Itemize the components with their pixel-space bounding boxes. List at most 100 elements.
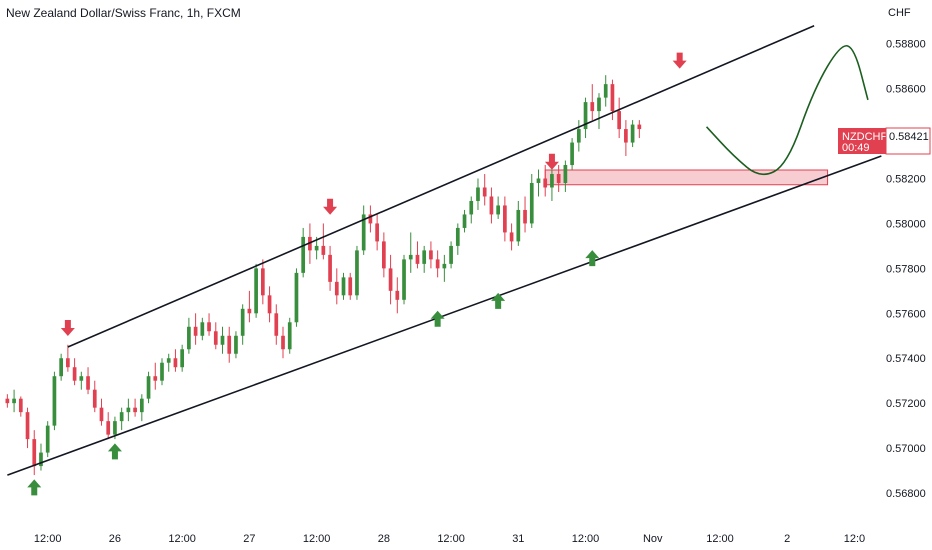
candle-body — [86, 376, 90, 390]
candle-body — [482, 187, 487, 197]
candle-body — [52, 376, 57, 426]
down-arrow-icon — [672, 52, 687, 69]
x-tick-label: 12:00 — [437, 533, 465, 545]
y-tick-label: 0.57000 — [886, 443, 926, 455]
candle-body — [133, 407, 137, 413]
candle-body — [637, 124, 642, 130]
candle-body — [99, 407, 104, 422]
y-tick-label: 0.58200 — [886, 174, 926, 186]
candle-body — [153, 376, 158, 381]
candle-body — [254, 268, 258, 314]
x-tick-label: 2 — [784, 533, 790, 545]
candle-body — [361, 214, 366, 251]
candle-body — [92, 389, 97, 408]
candle-body — [72, 367, 77, 381]
candle-body — [509, 232, 514, 242]
candle-body — [106, 421, 111, 435]
candle-body — [570, 142, 574, 166]
x-tick-label: 12:00 — [168, 533, 196, 545]
candle-body — [476, 187, 480, 201]
candle-body — [503, 205, 507, 233]
candle-body — [281, 335, 285, 350]
candle-body — [247, 308, 252, 314]
x-tick-label: 12:00 — [303, 533, 331, 545]
candle-body — [234, 335, 238, 354]
x-tick-label: 28 — [378, 533, 390, 545]
price-badge: NZDCHF 0.58421 00:49 — [838, 127, 931, 155]
candle-body — [328, 254, 332, 282]
x-tick-label: 31 — [512, 533, 524, 545]
candle-body — [529, 182, 534, 224]
projection-path — [705, 44, 869, 176]
candle-body — [395, 290, 400, 300]
candle-body — [489, 196, 494, 215]
y-tick-label: 0.57400 — [886, 353, 926, 365]
candle-body — [408, 254, 413, 260]
candle-body — [462, 214, 467, 228]
candle-body — [523, 209, 527, 224]
y-tick-label: 0.58600 — [886, 84, 926, 96]
y-tick-label: 0.57200 — [886, 398, 926, 410]
y-tick-label: 0.57600 — [886, 308, 926, 320]
candle-body — [422, 250, 427, 264]
candle-body — [550, 174, 554, 188]
y-tick-label: 0.58800 — [886, 39, 926, 51]
candle-body — [334, 281, 339, 296]
countdown-label: 00:49 — [842, 142, 870, 154]
candle-body — [294, 272, 299, 323]
x-tick-label: 12:00 — [706, 533, 734, 545]
candle-body — [66, 358, 70, 368]
candle-body — [160, 362, 164, 381]
down-arrow-icon — [60, 320, 75, 337]
candle-body — [435, 259, 440, 269]
candle-body — [429, 250, 433, 260]
chart-title: New Zealand Dollar/Swiss Franc, 1h, FXCM — [6, 6, 241, 20]
candle-body — [173, 358, 178, 368]
candle-body — [113, 421, 117, 435]
candle-body — [220, 335, 225, 345]
down-arrow-icon — [323, 198, 338, 215]
channel-upper-line — [67, 24, 815, 348]
candle-body — [355, 250, 359, 296]
candle-body — [267, 295, 272, 314]
candle-body — [207, 322, 211, 332]
candle-body — [597, 97, 601, 112]
x-tick-label: Nov — [643, 533, 663, 545]
candle-body — [119, 412, 124, 422]
candle-body — [563, 165, 568, 183]
candle-body — [617, 111, 622, 130]
candle-body — [59, 358, 63, 377]
candle-body — [180, 349, 185, 368]
candle-body — [12, 398, 16, 404]
candle-body — [630, 124, 635, 143]
candle-body — [536, 178, 541, 183]
y-tick-label: 0.58000 — [886, 218, 926, 230]
candle-body — [200, 322, 205, 336]
candle-body — [287, 322, 292, 350]
down-arrow-icon — [544, 153, 559, 170]
candle-body — [187, 326, 191, 350]
candle-body — [610, 84, 615, 112]
candle-body — [301, 236, 306, 273]
x-tick-label: 12:00 — [572, 533, 600, 545]
candle-body — [496, 205, 500, 215]
candle-body — [213, 331, 218, 345]
x-tick-label: 26 — [109, 533, 121, 545]
candle-body — [402, 259, 406, 300]
candle-body — [603, 84, 608, 98]
candle-body — [240, 308, 245, 336]
channel-lower-line — [7, 155, 882, 476]
candle-body — [442, 263, 447, 269]
currency-label: CHF — [888, 7, 911, 19]
symbol-label: NZDCHF — [842, 131, 887, 143]
x-tick-label: 27 — [243, 533, 255, 545]
candle-body — [375, 223, 379, 242]
current-price: 0.58421 — [889, 131, 929, 143]
candle-body — [388, 268, 393, 291]
candle-body — [126, 407, 131, 413]
x-tick-label: 12:0 — [844, 533, 865, 545]
candle-body — [415, 254, 420, 264]
up-arrow-icon — [430, 310, 445, 327]
candle-body — [382, 241, 386, 269]
